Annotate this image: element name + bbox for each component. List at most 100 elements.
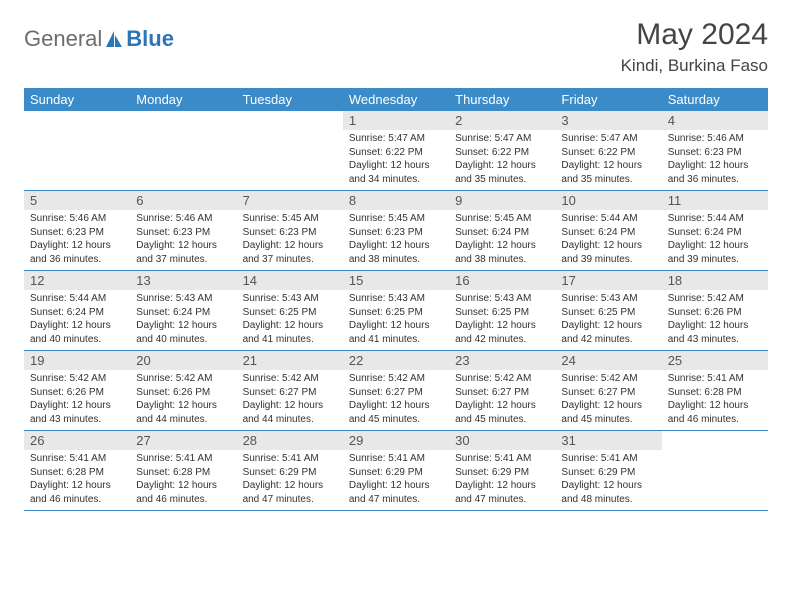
daylight-line: Daylight: 12 hours and 42 minutes. (455, 319, 549, 346)
daylight-line: Daylight: 12 hours and 47 minutes. (349, 479, 443, 506)
day-cell: 5Sunrise: 5:46 AMSunset: 6:23 PMDaylight… (24, 191, 130, 270)
sunrise-line: Sunrise: 5:46 AM (136, 212, 230, 226)
daylight-line: Daylight: 12 hours and 44 minutes. (136, 399, 230, 426)
sunset-line: Sunset: 6:25 PM (349, 306, 443, 320)
day-cell: 3Sunrise: 5:47 AMSunset: 6:22 PMDaylight… (555, 111, 661, 190)
sunset-line: Sunset: 6:28 PM (668, 386, 762, 400)
day-header: Sunday (24, 88, 130, 111)
day-number: 15 (343, 271, 449, 290)
sail-icon (104, 29, 124, 49)
daylight-line: Daylight: 12 hours and 43 minutes. (668, 319, 762, 346)
month-title: May 2024 (621, 18, 768, 52)
day-header: Saturday (662, 88, 768, 111)
day-number: 29 (343, 431, 449, 450)
day-headers-row: SundayMondayTuesdayWednesdayThursdayFrid… (24, 88, 768, 111)
sunset-line: Sunset: 6:23 PM (136, 226, 230, 240)
day-header: Wednesday (343, 88, 449, 111)
sunrise-line: Sunrise: 5:46 AM (30, 212, 124, 226)
day-cell: 10Sunrise: 5:44 AMSunset: 6:24 PMDayligh… (555, 191, 661, 270)
sunset-line: Sunset: 6:24 PM (455, 226, 549, 240)
day-info: Sunrise: 5:41 AMSunset: 6:29 PMDaylight:… (555, 450, 661, 510)
sunrise-line: Sunrise: 5:41 AM (349, 452, 443, 466)
day-cell (130, 111, 236, 190)
day-cell: 17Sunrise: 5:43 AMSunset: 6:25 PMDayligh… (555, 271, 661, 350)
sunset-line: Sunset: 6:22 PM (455, 146, 549, 160)
day-info: Sunrise: 5:41 AMSunset: 6:29 PMDaylight:… (237, 450, 343, 510)
day-info: Sunrise: 5:41 AMSunset: 6:28 PMDaylight:… (662, 370, 768, 430)
daylight-line: Daylight: 12 hours and 48 minutes. (561, 479, 655, 506)
day-info: Sunrise: 5:44 AMSunset: 6:24 PMDaylight:… (24, 290, 130, 350)
day-info: Sunrise: 5:45 AMSunset: 6:23 PMDaylight:… (237, 210, 343, 270)
daylight-line: Daylight: 12 hours and 36 minutes. (668, 159, 762, 186)
daylight-line: Daylight: 12 hours and 35 minutes. (561, 159, 655, 186)
daylight-line: Daylight: 12 hours and 39 minutes. (668, 239, 762, 266)
day-number: 30 (449, 431, 555, 450)
sunset-line: Sunset: 6:25 PM (243, 306, 337, 320)
sunset-line: Sunset: 6:27 PM (561, 386, 655, 400)
sunrise-line: Sunrise: 5:45 AM (349, 212, 443, 226)
daylight-line: Daylight: 12 hours and 45 minutes. (349, 399, 443, 426)
sunrise-line: Sunrise: 5:43 AM (136, 292, 230, 306)
day-info: Sunrise: 5:43 AMSunset: 6:25 PMDaylight:… (343, 290, 449, 350)
sunrise-line: Sunrise: 5:44 AM (561, 212, 655, 226)
week-row: 12Sunrise: 5:44 AMSunset: 6:24 PMDayligh… (24, 271, 768, 351)
day-number: 1 (343, 111, 449, 130)
day-info: Sunrise: 5:46 AMSunset: 6:23 PMDaylight:… (130, 210, 236, 270)
daylight-line: Daylight: 12 hours and 46 minutes. (136, 479, 230, 506)
day-cell: 1Sunrise: 5:47 AMSunset: 6:22 PMDaylight… (343, 111, 449, 190)
sunset-line: Sunset: 6:24 PM (668, 226, 762, 240)
day-cell: 15Sunrise: 5:43 AMSunset: 6:25 PMDayligh… (343, 271, 449, 350)
day-number: 3 (555, 111, 661, 130)
day-number: 7 (237, 191, 343, 210)
week-row: 19Sunrise: 5:42 AMSunset: 6:26 PMDayligh… (24, 351, 768, 431)
day-cell: 25Sunrise: 5:41 AMSunset: 6:28 PMDayligh… (662, 351, 768, 430)
sunrise-line: Sunrise: 5:42 AM (668, 292, 762, 306)
day-info: Sunrise: 5:42 AMSunset: 6:27 PMDaylight:… (555, 370, 661, 430)
daylight-line: Daylight: 12 hours and 45 minutes. (561, 399, 655, 426)
sunset-line: Sunset: 6:23 PM (349, 226, 443, 240)
day-number: 24 (555, 351, 661, 370)
day-info: Sunrise: 5:47 AMSunset: 6:22 PMDaylight:… (449, 130, 555, 190)
daylight-line: Daylight: 12 hours and 34 minutes. (349, 159, 443, 186)
day-cell: 18Sunrise: 5:42 AMSunset: 6:26 PMDayligh… (662, 271, 768, 350)
daylight-line: Daylight: 12 hours and 41 minutes. (349, 319, 443, 346)
day-number: 27 (130, 431, 236, 450)
day-cell: 4Sunrise: 5:46 AMSunset: 6:23 PMDaylight… (662, 111, 768, 190)
day-number: 13 (130, 271, 236, 290)
sunset-line: Sunset: 6:27 PM (455, 386, 549, 400)
sunrise-line: Sunrise: 5:41 AM (561, 452, 655, 466)
day-cell: 20Sunrise: 5:42 AMSunset: 6:26 PMDayligh… (130, 351, 236, 430)
sunrise-line: Sunrise: 5:42 AM (561, 372, 655, 386)
daylight-line: Daylight: 12 hours and 40 minutes. (136, 319, 230, 346)
sunset-line: Sunset: 6:22 PM (349, 146, 443, 160)
calendar: SundayMondayTuesdayWednesdayThursdayFrid… (24, 88, 768, 511)
sunrise-line: Sunrise: 5:43 AM (243, 292, 337, 306)
day-header: Monday (130, 88, 236, 111)
day-number: 23 (449, 351, 555, 370)
day-info: Sunrise: 5:43 AMSunset: 6:25 PMDaylight:… (449, 290, 555, 350)
week-row: 1Sunrise: 5:47 AMSunset: 6:22 PMDaylight… (24, 111, 768, 191)
day-info: Sunrise: 5:44 AMSunset: 6:24 PMDaylight:… (662, 210, 768, 270)
day-cell: 2Sunrise: 5:47 AMSunset: 6:22 PMDaylight… (449, 111, 555, 190)
sunrise-line: Sunrise: 5:47 AM (561, 132, 655, 146)
day-info: Sunrise: 5:45 AMSunset: 6:23 PMDaylight:… (343, 210, 449, 270)
day-cell: 24Sunrise: 5:42 AMSunset: 6:27 PMDayligh… (555, 351, 661, 430)
sunset-line: Sunset: 6:27 PM (349, 386, 443, 400)
day-number: 5 (24, 191, 130, 210)
day-cell (24, 111, 130, 190)
page-header: General Blue May 2024 Kindi, Burkina Fas… (24, 18, 768, 76)
day-info: Sunrise: 5:45 AMSunset: 6:24 PMDaylight:… (449, 210, 555, 270)
sunset-line: Sunset: 6:26 PM (30, 386, 124, 400)
day-header: Thursday (449, 88, 555, 111)
sunrise-line: Sunrise: 5:47 AM (455, 132, 549, 146)
daylight-line: Daylight: 12 hours and 38 minutes. (455, 239, 549, 266)
day-info: Sunrise: 5:41 AMSunset: 6:28 PMDaylight:… (130, 450, 236, 510)
sunrise-line: Sunrise: 5:41 AM (136, 452, 230, 466)
sunrise-line: Sunrise: 5:41 AM (455, 452, 549, 466)
day-number: 18 (662, 271, 768, 290)
week-row: 26Sunrise: 5:41 AMSunset: 6:28 PMDayligh… (24, 431, 768, 511)
daylight-line: Daylight: 12 hours and 47 minutes. (455, 479, 549, 506)
sunrise-line: Sunrise: 5:43 AM (561, 292, 655, 306)
day-info: Sunrise: 5:43 AMSunset: 6:25 PMDaylight:… (555, 290, 661, 350)
day-info: Sunrise: 5:47 AMSunset: 6:22 PMDaylight:… (343, 130, 449, 190)
